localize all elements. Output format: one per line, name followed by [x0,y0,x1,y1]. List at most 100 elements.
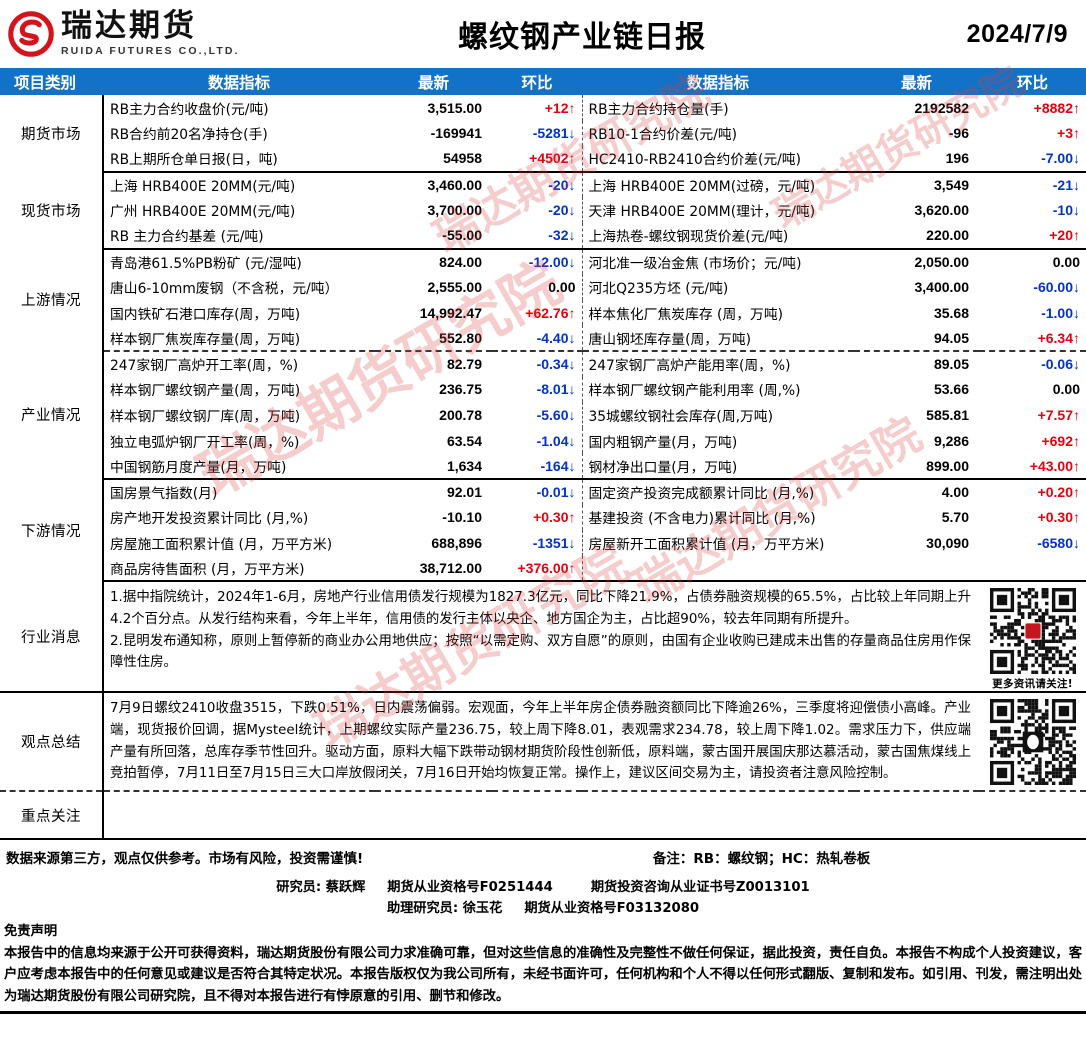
indicator-label-left: RB合约前20名净持仓(手) [110,127,268,144]
indicator-label-left: 中国钢筋月度产量(月，万吨) [103,453,375,480]
indicator-change-right: -1.00↓ [1041,304,1080,321]
section-category-3: 产业情况 [0,350,104,479]
indicator-value-right: 3,549 [933,177,969,194]
indicator-value-left: 688,896 [431,534,482,551]
indicator-value-left: 3,700.00 [427,202,483,219]
table-row: 下游情况 国房景气指数(月) 92.01 -0.01↓ 固定资产投资完成额累计同比 (月… [0,478,1086,582]
analyst-cert-1: 期货从业资格号F0251444 [387,880,553,896]
indicator-change-left: -0.01↓ [536,484,576,501]
indicator-label-left: 房屋施工面积累计值 (月，万平方米) [110,536,333,553]
analyst-line-2: 助理研究员: 徐玉花 期货从业资格号F03132080 [0,899,1086,919]
section-category-news: 行业消息 [0,581,104,694]
qr-caption: 更多资讯请关注! [992,678,1073,691]
indicator-label-left: 广州 HRB400E 20MM(元/吨) [110,204,296,221]
indicator-value-left: 552.80 [375,325,492,352]
indicator-label-right: 35城螺纹钢社会库存(周,万吨) [581,402,854,428]
column-header-category: 项目类别 [14,73,77,92]
disclaimer-block: 免责声明 本报告中的信息均来源于公开可获得资料，瑞达期货股份有限公司力求准确可靠… [0,921,1086,1007]
indicator-label-right: 上海热卷-螺纹钢现货价差(元/吨) [581,222,854,250]
analyst-line-1: 研究员: 蔡跃辉 期货从业资格号F0251444 期货投资咨询从业证书号Z00131… [0,878,1086,898]
column-header-indicator-left: 数据指标 [207,73,270,92]
section-category-summary: 观点总结 [0,692,104,793]
indicator-label-left: 商品房待售面积 (月，万平方米) [103,555,375,583]
ruida-logo-icon [8,11,54,57]
indicator-value-right: 2,050.00 [914,253,970,270]
indicator-change-left: +376.00↑ [492,555,582,583]
table-row: 广州 HRB400E 20MM(元/吨) 3,700.00 -20↓ 天津 HRB40… [0,197,1086,223]
indicator-change-right [979,555,1086,583]
section-category-4: 下游情况 [0,478,104,582]
indicator-label-right: RB主力合约持仓量(手) [581,95,854,121]
table-header-row: 项目类别 数据指标 最新 环比 数据指标 最新 环比 [0,68,1086,95]
disclaimer-text: 本报告中的信息均来源于公开可获得资料，瑞达期货股份有限公司力求准确可靠，但对这些… [4,945,1082,1004]
indicator-change-left: -32↓ [492,222,582,250]
indicator-value-left: 38,712.00 [375,555,492,583]
indicator-value-left: 2,555.00 [427,278,483,295]
logo-company-name-en: RUIDA FUTURES CO.,LTD. [61,45,240,57]
indicator-label-right: 河北Q235方坯 (元/吨) [581,274,854,300]
assistant-analyst-cert: 期货从业资格号F03132080 [524,900,700,916]
indicator-value-right: 5.70 [941,509,969,526]
indicator-change-right: -0.06↓ [1041,356,1080,373]
indicator-value-left: 1,634 [375,453,492,480]
indicator-value-right: 9,286 [933,432,969,449]
indicator-change-left: +4502↑ [492,146,582,173]
indicator-label-right: 247家钢厂高炉产能用率(周，%) [581,350,854,377]
indicator-value-right: 30,090 [926,534,969,551]
indicator-value-right: 3,620.00 [914,202,970,219]
indicator-change-right: +692↑ [1041,432,1080,449]
indicator-change-left: -164↓ [492,453,582,480]
indicator-label-left: 247家钢厂高炉开工率(周，%) [110,358,299,375]
section-category-focus: 重点关注 [0,791,104,841]
qr-code-secondary[interactable] [989,699,1076,786]
indicator-value-right: 2192582 [914,99,969,116]
footer-source-note-row: 数据来源第三方，观点仅供参考。市场有风险，投资需谨慎! 备注：RB：螺纹钢；HC… [0,840,1086,874]
indicator-label-right: 唐山钢坯库存量(周，万吨) [581,325,854,352]
column-header-change-right: 环比 [1016,73,1048,92]
indicator-change-left: -1.04↓ [536,432,576,449]
indicator-value-right: 220.00 [854,222,979,250]
table-row: 唐山6-10mm废钢（不含税，元/吨） 2,555.00 0.00 河北Q235方坯 … [0,274,1086,300]
indicator-value-right: 3,400.00 [914,278,970,295]
indicator-change-right: +43.00↑ [979,453,1086,480]
section-category-2: 上游情况 [0,248,104,351]
indicator-label-left: 唐山6-10mm废钢（不含税，元/吨） [110,280,339,297]
indicator-value-left: 63.54 [446,432,482,449]
indicator-label-left: 样本钢厂螺纹钢产量(周，万吨) [110,383,301,400]
indicator-value-right: 89.05 [933,356,969,373]
indicator-label-right: 钢材净出口量(月，万吨) [581,453,854,480]
table-body: 期货市场 RB主力合约收盘价(元/吨) 3,515.00 +12↑ RB主力合约持仓量(… [0,95,1086,841]
indicator-value-left: 3,515.00 [427,99,483,116]
indicator-change-right: 0.00 [1052,253,1080,270]
page-title: 螺纹钢产业链日报 [458,20,706,55]
indicator-label-right: 房屋新开工面积累计值 (月，万平方米) [581,530,854,556]
indicator-value-right: 196 [854,146,979,173]
indicator-change-left: -20↓ [548,202,576,219]
indicator-label-right [581,555,854,583]
indicator-change-right: -60.00↓ [1033,278,1080,295]
indicator-value-left: 3,460.00 [427,177,483,194]
table-row: 样本钢厂螺纹钢厂库(周，万吨) 200.78 -5.60↓ 35城螺纹钢社会库存(周,… [0,402,1086,428]
indicator-change-left: -0.34↓ [536,356,576,373]
report-data-table: 项目类别 数据指标 最新 环比 数据指标 最新 环比 期货市场 RB主力合约收盘价… [0,68,1086,841]
indicator-label-right: 样本钢厂螺纹钢产能利用率 (周,%) [581,376,854,403]
indicator-change-left: -5281↓ [532,125,576,142]
footer-remark: 备注：RB：螺纹钢；HC：热轧卷板 [652,851,871,868]
indicator-value-left: 82.79 [446,356,482,373]
table-row: 国内铁矿石港口库存(周，万吨) 14,992.47 +62.76↑ 样本焦化厂焦炭库存… [0,299,1086,326]
indicator-change-right: -6580↓ [1037,534,1080,551]
news-section-row: 行业消息 1.据中指院统计，2024年1-6月，房地产行业信用债发行规模为1827… [0,581,1086,694]
qr-code[interactable]: 更多资讯请关注! [989,588,1076,691]
analyst-credentials: 研究员: 蔡跃辉 期货从业资格号F0251444 期货投资咨询从业证书号Z00131… [0,874,1086,921]
indicator-value-left: 92.01 [446,484,482,501]
table-row: RB 主力合约基差 (元/吨) -55.00 -32↓ 上海热卷-螺纹钢现货价差(元/… [0,222,1086,250]
indicator-change-right: -7.00↓ [979,146,1086,173]
indicator-label-right: HC2410-RB2410合约价差(元/吨) [581,146,854,173]
section-category-0: 期货市场 [0,95,104,172]
indicator-label-left: 国内铁矿石港口库存(周，万吨) [110,306,301,323]
column-header-change-left: 环比 [521,73,553,92]
table-row: 房屋施工面积累计值 (月，万平方米) 688,896 -1351↓ 房屋新开工面积累计… [0,530,1086,556]
analyst-name: 研究员: 蔡跃辉 [276,880,366,896]
table-row: 样本钢厂焦炭库存量(周，万吨) 552.80 -4.40↓ 唐山钢坯库存量(周，万吨)… [0,325,1086,352]
indicator-value-right: 53.66 [933,381,969,398]
